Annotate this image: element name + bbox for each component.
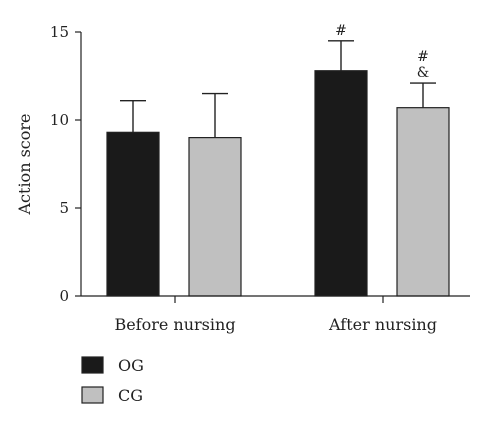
bar-og-0 (106, 131, 160, 297)
annotation-og-1-0: # (335, 23, 347, 39)
y-tick-label-10: 10 (50, 111, 69, 129)
x-tick-label-0: Before nursing (114, 315, 235, 334)
y-tick-label-0: 0 (59, 287, 69, 305)
legend: OG CG (81, 356, 144, 405)
annotation-cg-1-1: & (417, 65, 429, 81)
x-tick-label-1: After nursing (328, 315, 437, 334)
y-axis-title: Action score (15, 113, 34, 215)
bar-cg-1 (396, 107, 450, 297)
y-tick-label-15: 15 (50, 23, 69, 41)
legend-label-og: OG (118, 356, 144, 375)
legend-label-cg: CG (118, 386, 143, 405)
bar-og-1 (314, 70, 368, 297)
plot-area: ##& (106, 23, 450, 297)
axes: 0 5 10 15 Before nursing After nursing Action … (15, 23, 470, 334)
bar-cg-0 (188, 137, 242, 297)
legend-swatch-cg (81, 386, 104, 404)
legend-swatch-og (81, 356, 104, 374)
annotation-cg-1-0: # (417, 49, 429, 65)
y-tick-label-5: 5 (59, 199, 69, 217)
